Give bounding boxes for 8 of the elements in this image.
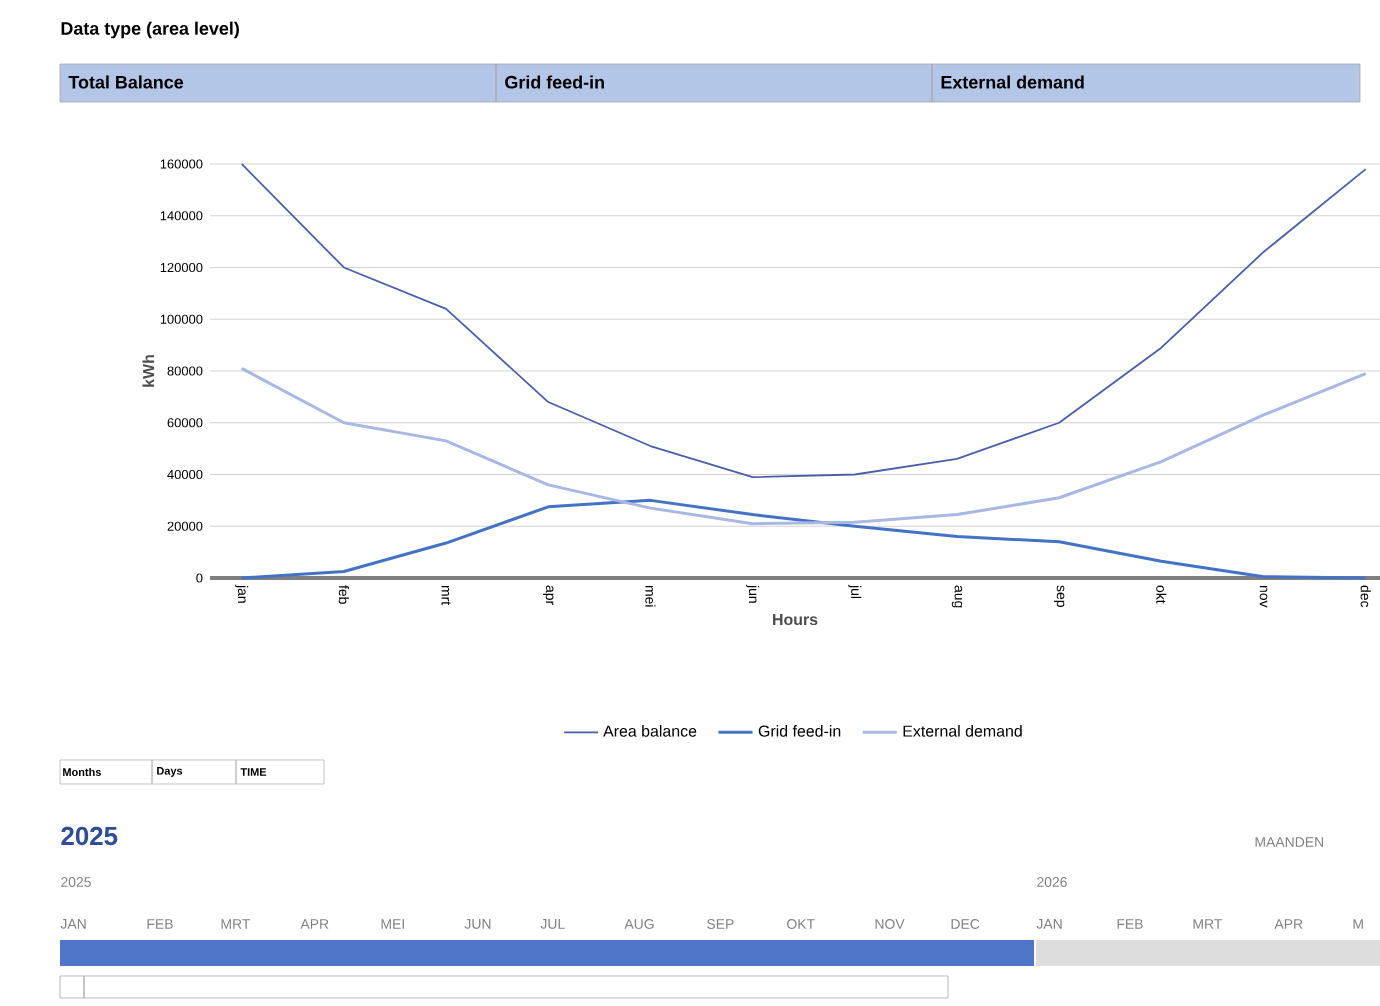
- text: Data type (area level): [61, 21, 239, 39]
- text: Grid feed-in: [505, 75, 604, 89]
- line-series: [240, 366, 1368, 526]
- text: Total Balance: [68, 75, 184, 89]
- line-series: [240, 163, 1367, 478]
- text: External demand: [941, 75, 1084, 89]
- line-series: [240, 498, 1368, 580]
- text: 2025: [61, 826, 118, 846]
